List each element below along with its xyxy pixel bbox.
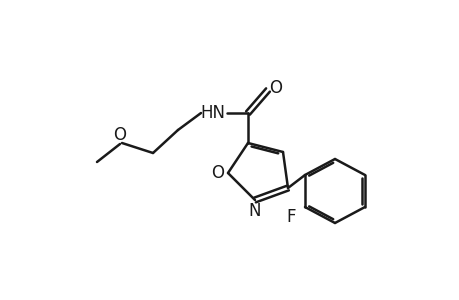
Text: F: F — [285, 208, 295, 226]
Text: O: O — [113, 126, 126, 144]
Text: N: N — [248, 202, 261, 220]
Text: O: O — [269, 79, 282, 97]
Text: HN: HN — [200, 104, 225, 122]
Text: O: O — [211, 164, 224, 182]
